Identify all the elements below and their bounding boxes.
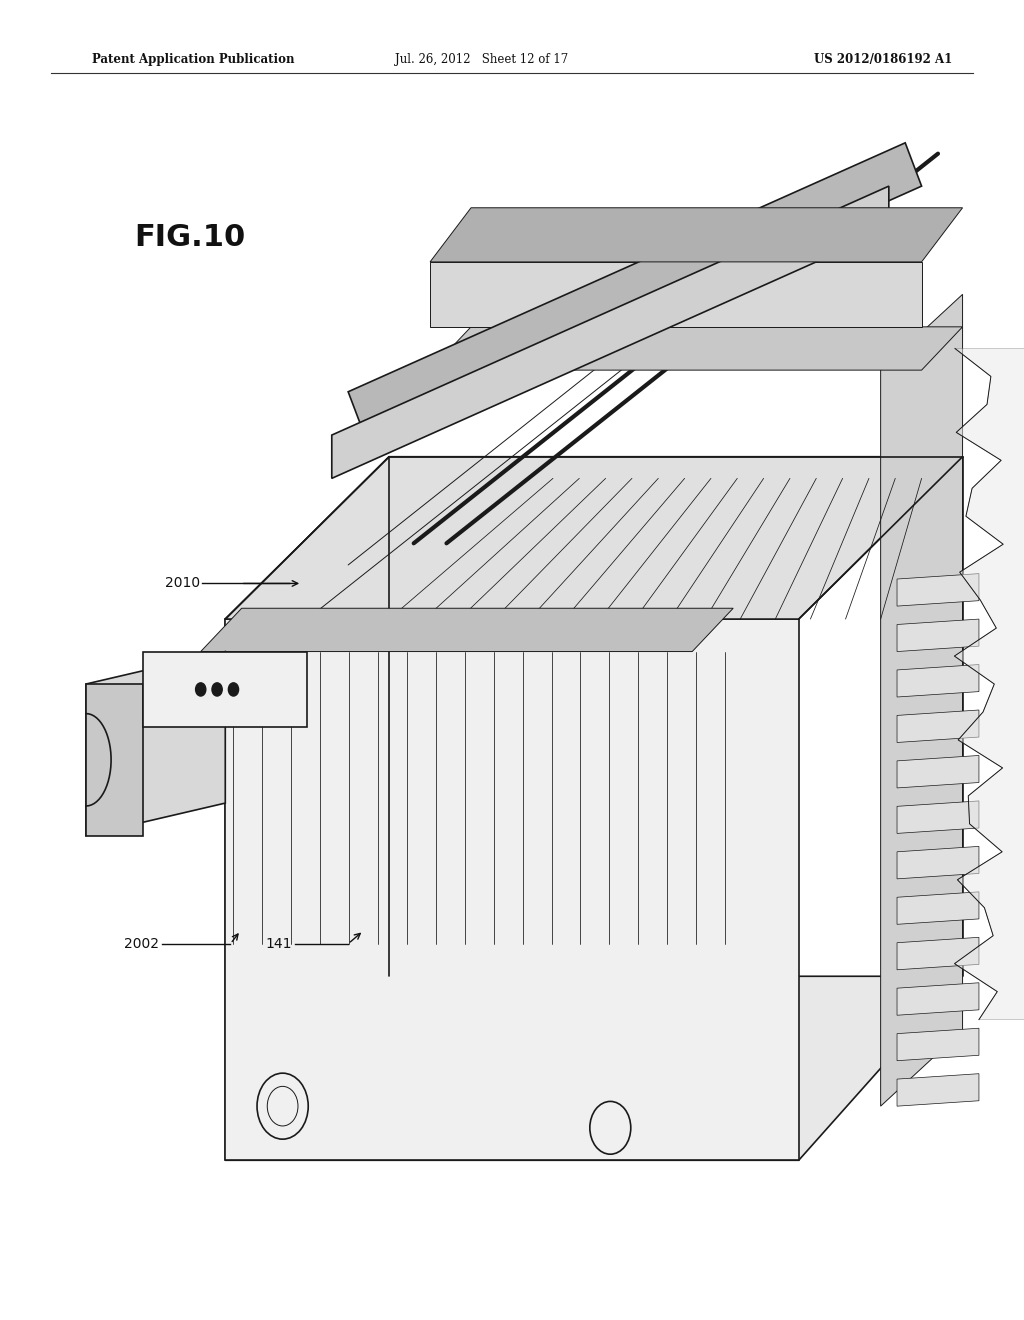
Text: FIG.10: FIG.10 bbox=[134, 223, 245, 252]
Polygon shape bbox=[897, 983, 979, 1015]
Text: 141: 141 bbox=[265, 937, 292, 950]
Polygon shape bbox=[897, 619, 979, 652]
Polygon shape bbox=[897, 892, 979, 924]
Polygon shape bbox=[225, 977, 963, 1160]
Polygon shape bbox=[225, 619, 799, 1160]
Polygon shape bbox=[954, 348, 1024, 1019]
Polygon shape bbox=[897, 846, 979, 879]
Polygon shape bbox=[897, 1073, 979, 1106]
Polygon shape bbox=[86, 652, 225, 836]
Polygon shape bbox=[225, 457, 963, 619]
Polygon shape bbox=[143, 652, 307, 727]
Polygon shape bbox=[897, 574, 979, 606]
Text: Patent Application Publication: Patent Application Publication bbox=[92, 53, 295, 66]
Polygon shape bbox=[201, 609, 733, 652]
Polygon shape bbox=[86, 684, 143, 836]
Polygon shape bbox=[897, 937, 979, 970]
Circle shape bbox=[196, 682, 206, 696]
Polygon shape bbox=[897, 710, 979, 742]
Text: US 2012/0186192 A1: US 2012/0186192 A1 bbox=[814, 53, 952, 66]
Polygon shape bbox=[897, 755, 979, 788]
Polygon shape bbox=[348, 143, 922, 436]
Text: Jul. 26, 2012   Sheet 12 of 17: Jul. 26, 2012 Sheet 12 of 17 bbox=[394, 53, 568, 66]
Polygon shape bbox=[225, 457, 389, 1160]
Polygon shape bbox=[897, 664, 979, 697]
Polygon shape bbox=[897, 1028, 979, 1061]
Circle shape bbox=[228, 682, 239, 696]
Polygon shape bbox=[332, 186, 889, 478]
Polygon shape bbox=[430, 261, 922, 327]
Polygon shape bbox=[430, 327, 963, 370]
Text: 2002: 2002 bbox=[124, 937, 159, 950]
Text: 2010: 2010 bbox=[165, 577, 200, 590]
Polygon shape bbox=[881, 294, 963, 1106]
Circle shape bbox=[212, 682, 222, 696]
Polygon shape bbox=[430, 207, 963, 261]
Polygon shape bbox=[897, 801, 979, 833]
